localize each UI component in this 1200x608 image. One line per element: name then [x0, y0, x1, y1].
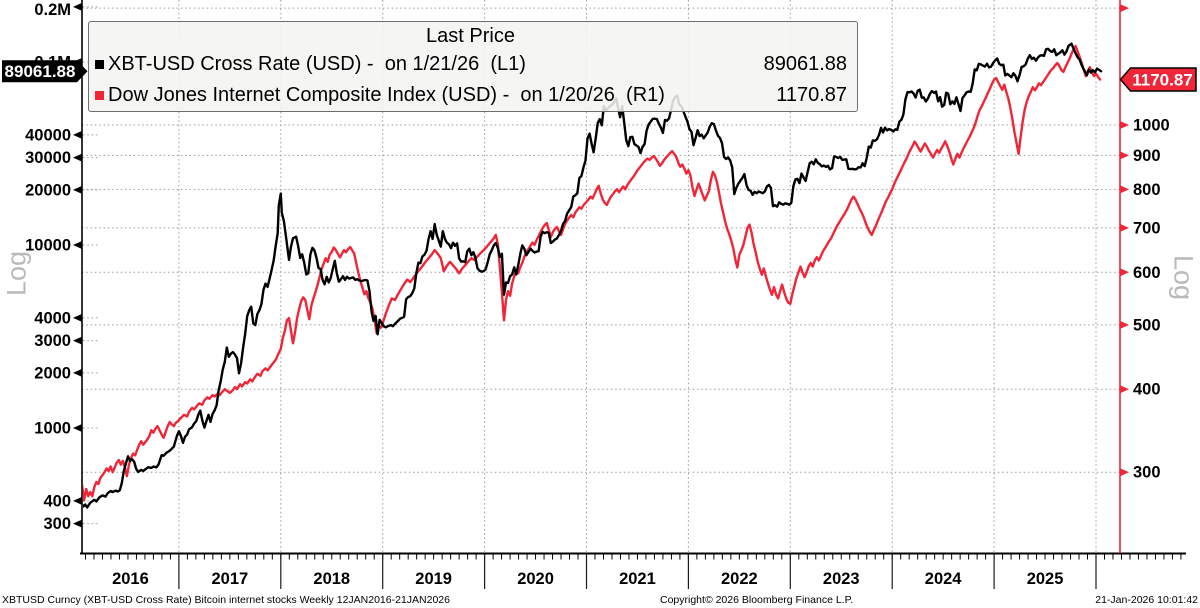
status-copyright: Copyright© 2026 Bloomberg Finance L.P.	[660, 594, 854, 606]
x-axis-year-label: 2016	[112, 570, 149, 588]
x-axis-year-label: 2019	[415, 570, 452, 588]
vertical-gridlines	[178, 0, 1097, 552]
right-axis-log-label: Log	[1168, 254, 1199, 301]
svg-text:1000: 1000	[1133, 117, 1170, 135]
svg-text:600: 600	[1133, 264, 1161, 282]
svg-text:900: 900	[1133, 147, 1161, 165]
svg-text:1000: 1000	[34, 420, 71, 438]
svg-text:300: 300	[1133, 464, 1161, 482]
status-security-info: XBTUSD Curncy (XBT-USD Cross Rate) Bitco…	[2, 594, 450, 606]
svg-text:40000: 40000	[25, 126, 71, 144]
x-axis-year-label: 2020	[517, 570, 554, 588]
svg-text:20000: 20000	[25, 181, 71, 199]
legend-row-dji: Dow Jones Internet Composite Index (USD)…	[94, 80, 847, 111]
x-axis-year-label: 2024	[925, 570, 963, 588]
x-axis-year-label: 2022	[721, 570, 758, 588]
legend-label-xbt: XBT-USD Cross Rate (USD) - on 1/21/26 (L…	[108, 53, 526, 75]
x-axis-year-label: 2017	[211, 570, 248, 588]
svg-text:400: 400	[1133, 381, 1161, 399]
legend-value-xbt: 89061.88	[763, 53, 847, 75]
dji-series-marker-icon	[95, 91, 104, 100]
legend-box: Last Price XBT-USD Cross Rate (USD) - on…	[88, 21, 858, 112]
svg-text:30000: 30000	[25, 149, 71, 167]
svg-text:500: 500	[1133, 316, 1161, 334]
x-axis-year-label: 2021	[619, 570, 656, 588]
x-axis: 2016 2017 2018 2019 2020 2021 2022 2023 2024 2025	[80, 552, 1186, 589]
svg-text:10000: 10000	[25, 237, 71, 255]
status-bar: XBTUSD Curncy (XBT-USD Cross Rate) Bitco…	[0, 592, 1200, 608]
legend-label-dji: Dow Jones Internet Composite Index (USD)…	[108, 84, 665, 106]
status-timestamp: 21-Jan-2026 10:01:42	[1095, 594, 1198, 606]
left-axis-ticks: 0.2M0.1M40000300002000010000400030002000…	[25, 1, 99, 533]
series-line-dji	[83, 44, 1102, 502]
svg-text:400: 400	[43, 492, 71, 510]
svg-text:89061.88: 89061.88	[5, 62, 76, 81]
legend-title: Last Price	[426, 25, 515, 47]
x-axis-year-label: 2018	[313, 570, 350, 588]
x-axis-year-label: 2025	[1027, 570, 1064, 588]
xbt-series-marker-icon	[95, 60, 104, 69]
svg-text:1170.87: 1170.87	[1132, 71, 1193, 90]
svg-text:3000: 3000	[34, 332, 71, 350]
left-price-badge: 89061.88	[2, 60, 88, 83]
svg-text:700: 700	[1133, 219, 1161, 237]
left-axis-log-label: Log	[1, 250, 32, 297]
right-price-badge: 1170.87	[1119, 67, 1197, 92]
svg-text:0.2M: 0.2M	[34, 1, 71, 19]
legend-value-dji: 1170.87	[776, 84, 847, 106]
svg-text:300: 300	[43, 515, 71, 533]
svg-text:4000: 4000	[34, 309, 71, 327]
series-line-xbt	[83, 42, 1103, 509]
legend-row-xbt: XBT-USD Cross Rate (USD) - on 1/21/26 (L…	[94, 49, 847, 80]
svg-text:800: 800	[1133, 181, 1161, 199]
x-axis-year-label: 2023	[823, 570, 860, 588]
svg-text:2000: 2000	[34, 364, 71, 382]
